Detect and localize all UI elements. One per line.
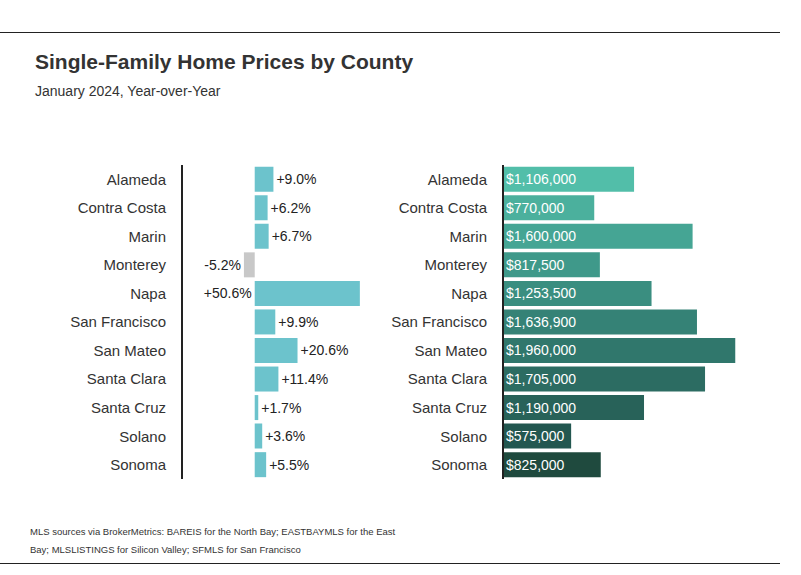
svg-text:$575,000: $575,000 [506,428,565,444]
svg-text:Santa Cruz: Santa Cruz [412,399,487,416]
svg-text:Santa Clara: Santa Clara [408,370,488,387]
svg-text:San Mateo: San Mateo [414,342,487,359]
svg-text:$1,960,000: $1,960,000 [506,342,576,358]
svg-text:$1,600,000: $1,600,000 [506,228,576,244]
svg-text:+9.9%: +9.9% [278,314,318,330]
svg-text:+50.6%: +50.6% [204,285,252,301]
svg-text:$770,000: $770,000 [506,200,565,216]
svg-text:+3.6%: +3.6% [265,428,305,444]
svg-text:Santa Clara: Santa Clara [87,370,167,387]
svg-text:+6.2%: +6.2% [271,200,311,216]
svg-text:Solano: Solano [119,428,166,445]
svg-text:$1,106,000: $1,106,000 [506,171,576,187]
svg-text:+5.5%: +5.5% [269,457,309,473]
svg-text:-5.2%: -5.2% [204,257,241,273]
svg-text:Contra Costa: Contra Costa [399,199,488,216]
svg-text:Solano: Solano [440,428,487,445]
svg-text:+6.7%: +6.7% [272,228,312,244]
svg-text:$1,705,000: $1,705,000 [506,371,576,387]
svg-text:San Francisco: San Francisco [70,313,166,330]
svg-text:$825,000: $825,000 [506,457,565,473]
svg-text:Alameda: Alameda [428,171,488,188]
svg-text:Marin: Marin [128,228,166,245]
svg-text:Sonoma: Sonoma [431,456,488,473]
svg-text:Alameda: Alameda [107,171,167,188]
svg-text:Napa: Napa [130,285,167,302]
svg-text:Sonoma: Sonoma [110,456,167,473]
svg-text:$817,500: $817,500 [506,257,565,273]
svg-text:San Mateo: San Mateo [93,342,166,359]
svg-text:Contra Costa: Contra Costa [78,199,167,216]
html-text:MLS sources via BrokerMetrics:: MLS sources via BrokerMetrics: BAREIS fo… [30,526,396,555]
svg-text:+1.7%: +1.7% [261,400,301,416]
svg-text:San Francisco: San Francisco [391,313,487,330]
svg-text:$1,253,500: $1,253,500 [506,285,576,301]
html-text:Single-Family Home Prices by C: Single-Family Home Prices by County [35,50,414,73]
svg-text:+11.4%: +11.4% [281,371,328,387]
svg-text:Monterey: Monterey [424,256,487,273]
svg-text:+9.0%: +9.0% [276,171,316,187]
svg-text:Monterey: Monterey [103,256,166,273]
svg-text:+20.6%: +20.6% [301,342,349,358]
svg-text:$1,636,900: $1,636,900 [506,314,576,330]
svg-text:$1,190,000: $1,190,000 [506,400,576,416]
svg-text:Santa Cruz: Santa Cruz [91,399,166,416]
svg-text:Marin: Marin [449,228,487,245]
html-text:January 2024, Year-over-Year: January 2024, Year-over-Year [35,83,221,99]
svg-text:Napa: Napa [451,285,488,302]
